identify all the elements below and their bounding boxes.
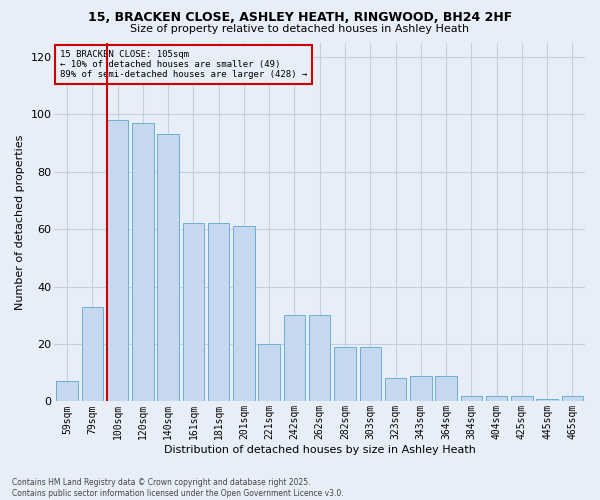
Y-axis label: Number of detached properties: Number of detached properties bbox=[15, 134, 25, 310]
Bar bbox=[536, 398, 558, 402]
Bar bbox=[461, 396, 482, 402]
Bar bbox=[157, 134, 179, 402]
Text: 15, BRACKEN CLOSE, ASHLEY HEATH, RINGWOOD, BH24 2HF: 15, BRACKEN CLOSE, ASHLEY HEATH, RINGWOO… bbox=[88, 11, 512, 24]
Bar bbox=[359, 347, 381, 402]
Text: Contains HM Land Registry data © Crown copyright and database right 2025.
Contai: Contains HM Land Registry data © Crown c… bbox=[12, 478, 344, 498]
Bar bbox=[208, 224, 229, 402]
Bar bbox=[56, 382, 78, 402]
Bar bbox=[486, 396, 508, 402]
Bar bbox=[233, 226, 254, 402]
Bar bbox=[334, 347, 356, 402]
Bar bbox=[259, 344, 280, 402]
Bar bbox=[182, 224, 204, 402]
Bar bbox=[107, 120, 128, 402]
Bar bbox=[284, 316, 305, 402]
Bar bbox=[385, 378, 406, 402]
Text: 15 BRACKEN CLOSE: 105sqm
← 10% of detached houses are smaller (49)
89% of semi-d: 15 BRACKEN CLOSE: 105sqm ← 10% of detach… bbox=[60, 50, 307, 80]
Bar bbox=[309, 316, 331, 402]
X-axis label: Distribution of detached houses by size in Ashley Heath: Distribution of detached houses by size … bbox=[164, 445, 476, 455]
Bar bbox=[562, 396, 583, 402]
Bar bbox=[132, 123, 154, 402]
Bar bbox=[82, 306, 103, 402]
Bar bbox=[511, 396, 533, 402]
Text: Size of property relative to detached houses in Ashley Heath: Size of property relative to detached ho… bbox=[130, 24, 470, 34]
Bar bbox=[410, 376, 431, 402]
Bar bbox=[436, 376, 457, 402]
